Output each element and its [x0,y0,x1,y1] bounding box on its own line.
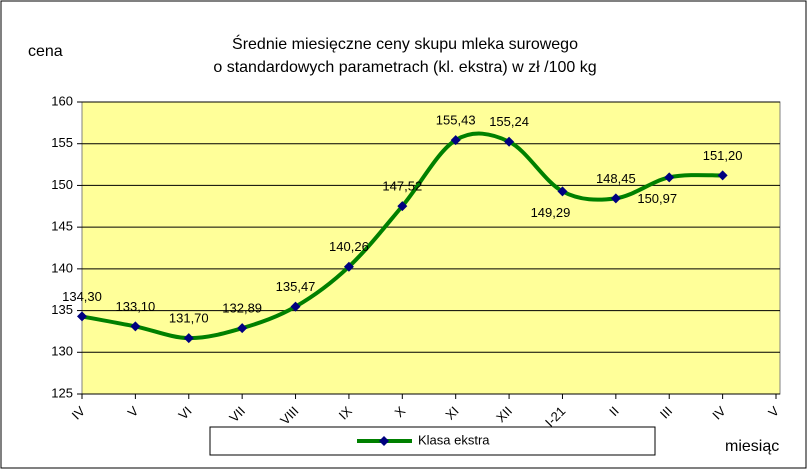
marker [290,301,301,312]
data-label: 149,29 [531,205,571,220]
y-tick-label: 150 [51,177,73,192]
y-tick-label: 125 [51,385,73,400]
legend [209,426,656,456]
marker [664,172,675,183]
legend-marker [379,436,389,446]
data-label: 135,47 [276,279,316,294]
marker [183,333,194,344]
data-label: 151,20 [703,148,743,163]
data-label: 155,43 [436,113,476,128]
x-axis-label: miesiąc [725,438,779,455]
y-tick-label: 135 [51,302,73,317]
data-label: 155,24 [489,114,529,129]
plot-area [81,101,781,395]
data-label: 133,10 [116,299,156,314]
marker [343,261,354,272]
marker [557,186,568,197]
data-label: 147,52 [382,179,422,194]
marker [504,136,515,147]
marker [397,201,408,212]
marker [717,170,728,181]
y-tick-label: 145 [51,219,73,234]
marker [77,311,87,322]
data-label: 131,70 [169,311,209,326]
marker [450,135,461,146]
y-tick-label: 130 [51,344,73,359]
y-tick-label: 160 [51,93,73,108]
marker [237,323,248,334]
y-tick-label: 140 [51,260,73,275]
marker [130,321,141,332]
y-tick-label: 155 [51,135,73,150]
marker [610,193,621,204]
data-label: 140,26 [329,239,369,254]
data-label: 132,89 [222,301,262,316]
data-label: 134,30 [62,289,102,304]
data-label: 150,97 [637,191,677,206]
chart-title: Średnie miesięczne ceny skupu mleka suro… [232,34,578,53]
data-label: 148,45 [596,171,636,186]
y-axis-label: cena [28,43,63,60]
chart-title: o standardowych parametrach (kl. ekstra)… [213,59,596,76]
legend-label: Klasa ekstra [418,432,490,447]
